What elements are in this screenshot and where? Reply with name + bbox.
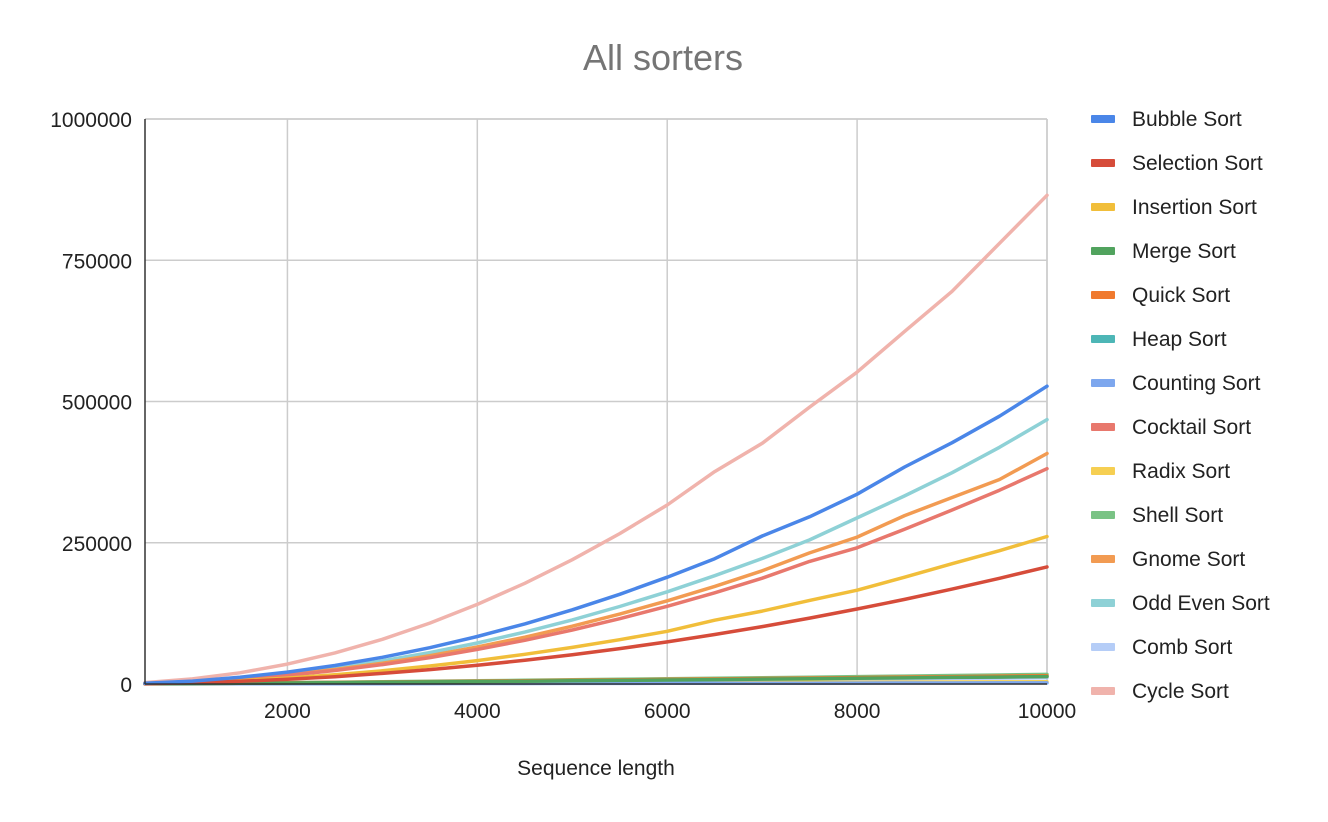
legend-swatch	[1091, 203, 1115, 211]
series-line-gnome-sort	[143, 451, 1049, 686]
legend-label: Quick Sort	[1132, 284, 1230, 307]
legend-label: Cocktail Sort	[1132, 416, 1251, 439]
x-axis-label: Sequence length	[517, 757, 675, 780]
legend-swatch	[1091, 247, 1115, 255]
legend-item-heap-sort: Heap Sort	[1091, 328, 1227, 351]
y-tick-label: 1000000	[50, 109, 132, 132]
legend-swatch	[1091, 423, 1115, 431]
legend: Bubble Sort Selection Sort Insertion Sort M…	[1091, 108, 1270, 703]
legend-label: Selection Sort	[1132, 152, 1263, 175]
legend-item-quick-sort: Quick Sort	[1091, 284, 1230, 307]
legend-label: Bubble Sort	[1132, 108, 1242, 131]
legend-swatch	[1091, 335, 1115, 343]
legend-item-comb-sort: Comb Sort	[1091, 636, 1233, 659]
x-tick-label: 6000	[644, 700, 691, 723]
legend-label: Heap Sort	[1132, 328, 1227, 351]
legend-item-radix-sort: Radix Sort	[1091, 460, 1230, 483]
legend-item-cycle-sort: Cycle Sort	[1091, 680, 1229, 703]
legend-item-odd-even-sort: Odd Even Sort	[1091, 592, 1270, 615]
legend-swatch	[1091, 555, 1115, 563]
series-line-merge-sort	[143, 674, 1049, 686]
legend-label: Cycle Sort	[1132, 680, 1229, 703]
legend-item-bubble-sort: Bubble Sort	[1091, 108, 1242, 131]
legend-swatch	[1091, 379, 1115, 387]
legend-item-selection-sort: Selection Sort	[1091, 152, 1263, 175]
legend-swatch	[1091, 643, 1115, 651]
legend-item-insertion-sort: Insertion Sort	[1091, 196, 1257, 219]
legend-label: Counting Sort	[1132, 372, 1261, 395]
legend-swatch	[1091, 291, 1115, 299]
legend-item-gnome-sort: Gnome Sort	[1091, 548, 1245, 571]
series-line-cocktail-sort	[143, 466, 1049, 686]
legend-item-counting-sort: Counting Sort	[1091, 372, 1261, 395]
legend-swatch	[1091, 467, 1115, 475]
x-tick-label: 8000	[834, 700, 881, 723]
legend-label: Comb Sort	[1132, 636, 1233, 659]
legend-label: Radix Sort	[1132, 460, 1230, 483]
y-tick-label: 0	[120, 674, 132, 697]
series-line-selection-sort	[143, 565, 1049, 686]
series-line-insertion-sort	[143, 534, 1049, 686]
y-tick-label: 750000	[62, 250, 132, 273]
legend-swatch	[1091, 511, 1115, 519]
plot-area	[143, 193, 1049, 686]
x-tick-label: 2000	[264, 700, 311, 723]
y-tick-label: 500000	[62, 392, 132, 415]
series-line-bubble-sort	[143, 384, 1049, 686]
legend-swatch	[1091, 687, 1115, 695]
x-tick-label: 10000	[1018, 700, 1076, 723]
legend-label: Merge Sort	[1132, 240, 1236, 263]
x-tick-label: 4000	[454, 700, 501, 723]
legend-label: Gnome Sort	[1132, 548, 1245, 571]
legend-item-shell-sort: Shell Sort	[1091, 504, 1223, 527]
axes: 0 250000 500000 750000 1000000 2000 4000 6000 80…	[50, 109, 1076, 723]
series-line-cycle-sort	[143, 193, 1049, 685]
legend-swatch	[1091, 599, 1115, 607]
y-tick-label: 250000	[62, 533, 132, 556]
legend-item-cocktail-sort: Cocktail Sort	[1091, 416, 1251, 439]
legend-label: Insertion Sort	[1132, 196, 1257, 219]
legend-label: Shell Sort	[1132, 504, 1223, 527]
legend-label: Odd Even Sort	[1132, 592, 1270, 615]
legend-item-merge-sort: Merge Sort	[1091, 240, 1236, 263]
legend-swatch	[1091, 159, 1115, 167]
chart-title: All sorters	[583, 37, 743, 78]
legend-swatch	[1091, 115, 1115, 123]
